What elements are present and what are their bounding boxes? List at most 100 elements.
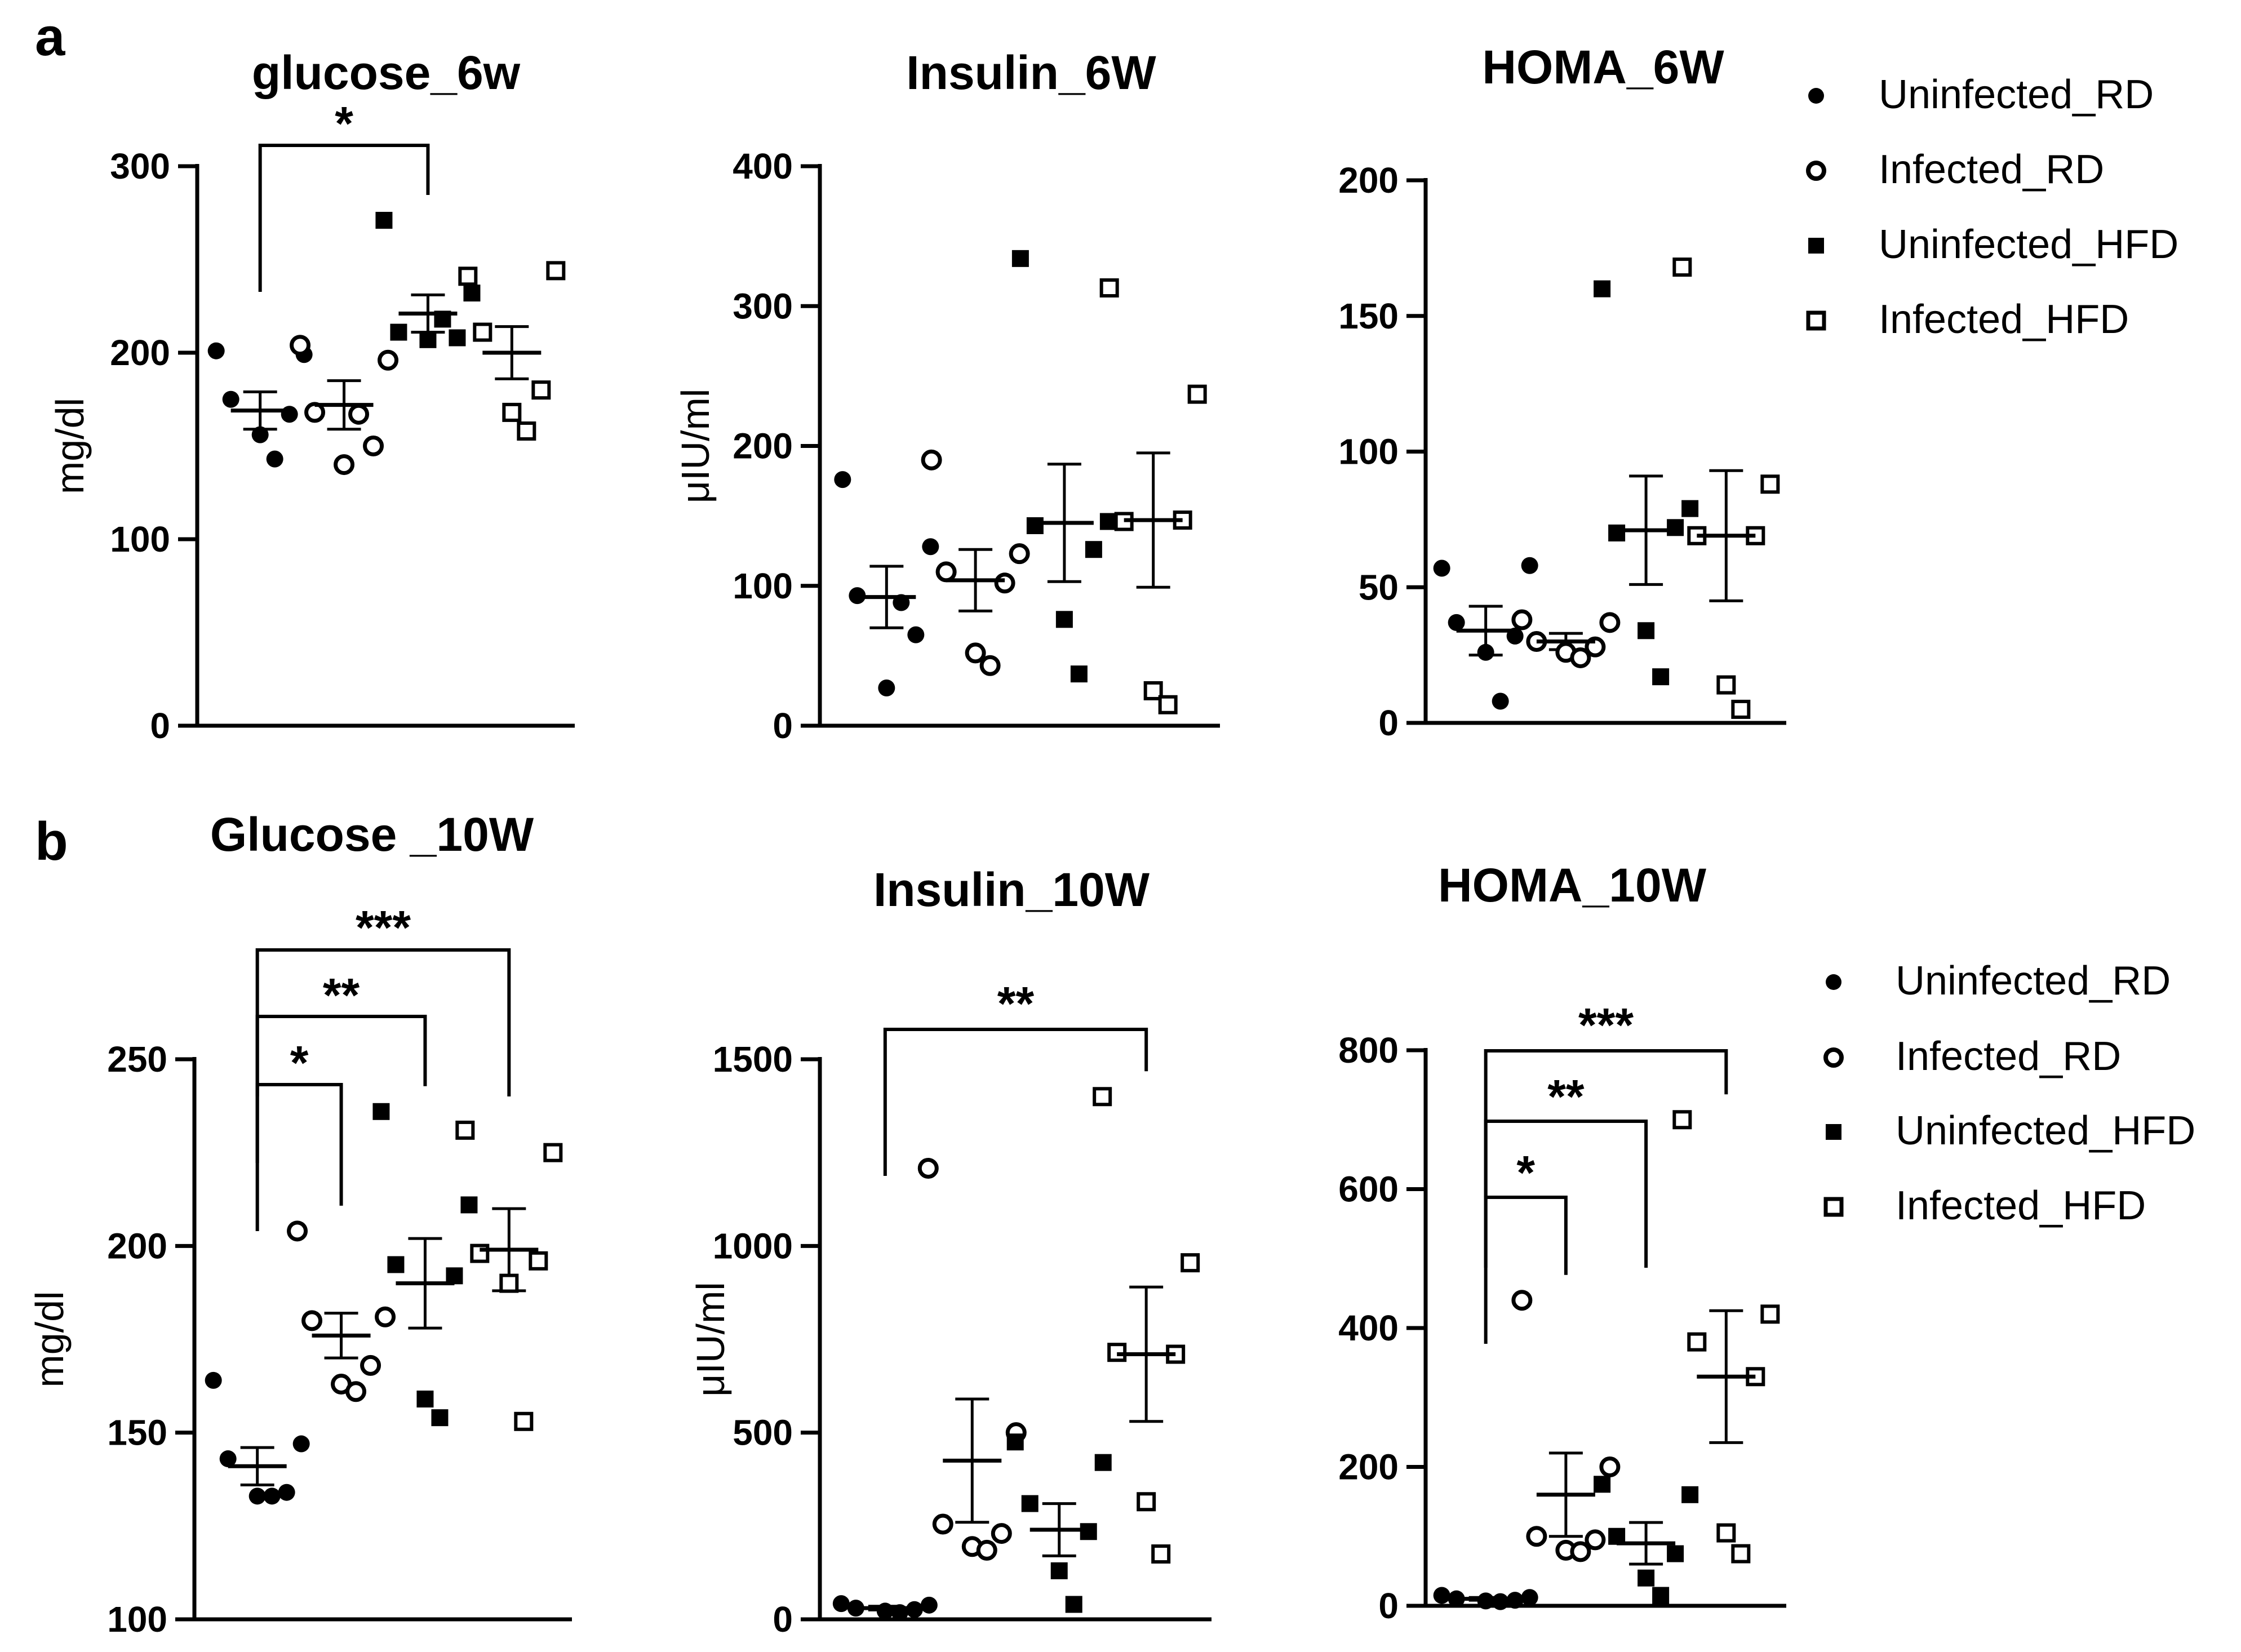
data-point bbox=[1026, 517, 1044, 535]
data-point bbox=[920, 1596, 938, 1614]
chart-glucose-6w: glucose_6w mg/dl 0 100 200 300 * bbox=[48, 46, 575, 746]
data-point bbox=[991, 1523, 1012, 1544]
data-point bbox=[1158, 695, 1178, 714]
data-point bbox=[1638, 622, 1655, 640]
significance-bracket bbox=[258, 144, 430, 292]
group-uninfected-rd bbox=[1433, 1587, 1538, 1610]
data-point bbox=[1433, 1587, 1450, 1604]
panel-label-a: a bbox=[35, 7, 65, 67]
data-point bbox=[878, 679, 895, 696]
data-point bbox=[1760, 1304, 1780, 1324]
data-point bbox=[363, 436, 384, 456]
data-point bbox=[1448, 614, 1465, 631]
data-point bbox=[375, 1306, 396, 1327]
group-infected-hfd bbox=[1672, 1110, 1780, 1564]
y-tick-label: 0 bbox=[1378, 1586, 1399, 1626]
data-point bbox=[1731, 699, 1751, 719]
y-tick-label: 200 bbox=[107, 1225, 167, 1266]
legend-label: Infected_RD bbox=[1879, 147, 2104, 192]
data-point bbox=[1672, 257, 1692, 277]
group-uninfected-rd bbox=[1433, 557, 1538, 710]
data-point bbox=[876, 1602, 894, 1620]
data-point bbox=[207, 342, 225, 359]
y-tick-label: 0 bbox=[1378, 703, 1399, 743]
data-point bbox=[1594, 280, 1611, 297]
group-infected-hfd bbox=[455, 1120, 563, 1431]
group-infected-rd bbox=[917, 1157, 1027, 1561]
group-infected-rd bbox=[287, 1220, 396, 1402]
y-axis-label: μIU/ml bbox=[673, 389, 717, 504]
data-point bbox=[1760, 474, 1780, 494]
data-point bbox=[1065, 1596, 1082, 1613]
significance-label: * bbox=[335, 97, 353, 150]
data-point bbox=[1681, 500, 1699, 517]
data-point bbox=[1716, 675, 1736, 695]
data-point bbox=[251, 426, 269, 443]
data-point bbox=[460, 1196, 478, 1214]
data-point bbox=[1511, 1290, 1533, 1311]
y-axis-label: μIU/ml bbox=[689, 1282, 733, 1397]
group-uninfected-hfd bbox=[1006, 1433, 1112, 1613]
data-point bbox=[1599, 1456, 1621, 1477]
y-tick-label: 100 bbox=[110, 519, 170, 559]
data-point bbox=[449, 329, 466, 347]
y-tick-label: 100 bbox=[733, 566, 793, 606]
charts: glucose_6w mg/dl 0 100 200 300 * Insulin_6W μIU/… bbox=[28, 41, 1786, 1640]
chart-title: Insulin_6W bbox=[906, 46, 1156, 99]
y-tick-label: 1500 bbox=[713, 1039, 793, 1080]
data-point bbox=[345, 1381, 367, 1402]
legend-marker-filled-square bbox=[1808, 238, 1824, 254]
data-point bbox=[278, 1484, 295, 1501]
y-tick-label: 400 bbox=[733, 146, 793, 186]
legend-marker-open-square bbox=[1823, 1197, 1844, 1217]
y-tick-label: 50 bbox=[1359, 567, 1399, 607]
data-point bbox=[1094, 1454, 1112, 1471]
group-uninfected-hfd bbox=[1594, 1476, 1699, 1604]
y-tick-label: 0 bbox=[773, 705, 793, 746]
panel-label-b: b bbox=[35, 811, 68, 872]
group-uninfected-rd bbox=[207, 342, 313, 468]
data-point bbox=[907, 626, 925, 643]
data-point bbox=[1731, 1544, 1751, 1564]
data-point bbox=[455, 1120, 475, 1140]
data-point bbox=[463, 285, 481, 302]
group-uninfected-hfd bbox=[375, 211, 481, 348]
y-tick-label: 500 bbox=[733, 1413, 793, 1453]
data-point bbox=[517, 421, 536, 441]
data-point bbox=[1716, 1523, 1736, 1543]
data-point bbox=[529, 1251, 548, 1271]
data-point bbox=[222, 390, 239, 408]
data-point bbox=[979, 655, 1001, 676]
chart-title: HOMA_6W bbox=[1482, 41, 1724, 94]
chart-title: glucose_6w bbox=[252, 46, 521, 99]
data-point bbox=[1011, 250, 1029, 267]
significance-label: * bbox=[1516, 1146, 1535, 1199]
legend-label: Infected_HFD bbox=[1896, 1183, 2146, 1228]
data-point bbox=[419, 331, 437, 348]
legend-label: Uninfected_RD bbox=[1896, 958, 2171, 1003]
data-point bbox=[976, 1539, 997, 1561]
data-point bbox=[1687, 1332, 1707, 1352]
data-point bbox=[1672, 1110, 1692, 1130]
significance-bracket bbox=[883, 1028, 1148, 1176]
data-point bbox=[1093, 1087, 1112, 1107]
legend-marker-filled-square bbox=[1826, 1124, 1841, 1140]
group-infected-rd bbox=[1511, 609, 1621, 668]
data-point bbox=[1521, 557, 1538, 574]
data-point bbox=[921, 449, 942, 470]
data-point bbox=[1526, 1526, 1547, 1547]
data-point bbox=[994, 572, 1015, 594]
data-point bbox=[1433, 559, 1450, 577]
significance-label: *** bbox=[356, 901, 411, 954]
chart-insulin-10w: Insulin_10W μIU/ml 0 500 1000 1500 ** bbox=[689, 863, 1212, 1640]
y-tick-label: 200 bbox=[1338, 160, 1399, 201]
significance-label: ** bbox=[997, 977, 1035, 1030]
y-tick-label: 0 bbox=[150, 705, 170, 746]
y-tick-label: 150 bbox=[107, 1413, 167, 1453]
data-point bbox=[1521, 1589, 1538, 1606]
group-uninfected-hfd bbox=[1011, 250, 1117, 683]
group-infected-hfd bbox=[1672, 257, 1780, 719]
data-point bbox=[387, 1256, 405, 1273]
data-point bbox=[832, 1595, 850, 1613]
